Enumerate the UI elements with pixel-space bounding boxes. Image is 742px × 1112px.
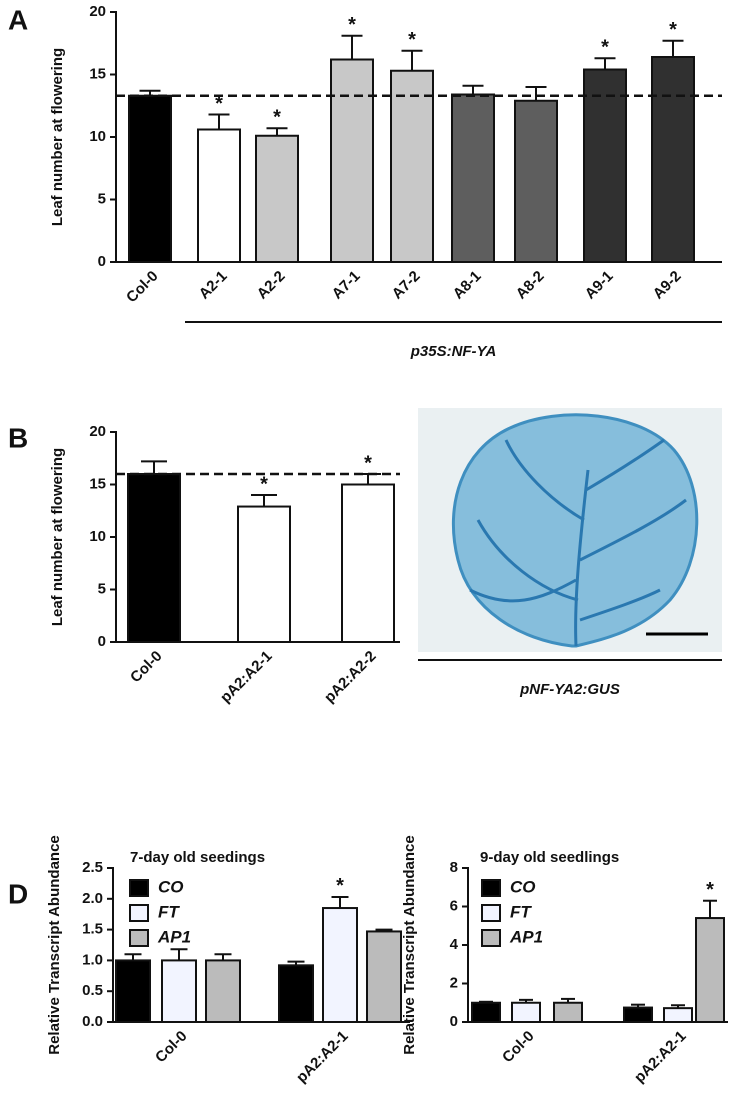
significance-mark: *	[706, 879, 714, 901]
group-label: pNF-YA2:GUS	[519, 681, 620, 698]
legend-label: CO	[158, 877, 184, 896]
x-tick-label: Col-0	[123, 268, 162, 307]
legend-swatch	[481, 904, 501, 922]
legend-label: CO	[510, 877, 536, 896]
x-tick-label: pA2:A2-1	[293, 1028, 352, 1087]
x-tick-label: A8-2	[513, 268, 548, 303]
legend-swatch	[129, 929, 149, 947]
leaf-veins	[469, 438, 687, 647]
y-axis-label: Relative Transcript Abundance	[401, 835, 418, 1055]
group-label: p35S:NF-YA	[410, 343, 497, 360]
y-tick-label: 1.5	[82, 921, 103, 938]
significance-mark: *	[273, 107, 281, 129]
bar	[471, 1001, 501, 1023]
x-tick-label: A9-1	[582, 268, 617, 303]
bar	[695, 917, 725, 1023]
bar	[651, 56, 695, 263]
y-tick-label: 10	[89, 128, 106, 145]
x-tick-label: pA2:A2-2	[321, 648, 380, 707]
legend-label: FT	[158, 902, 180, 921]
bar	[511, 1001, 541, 1023]
legend-swatch	[481, 929, 501, 947]
bar	[197, 128, 241, 263]
leaf	[451, 413, 699, 648]
y-axis-label: Relative Transcript Abundance	[46, 835, 63, 1055]
significance-mark: *	[669, 19, 677, 41]
x-tick-label: A8-1	[450, 268, 485, 303]
x-tick-label: Col-0	[127, 648, 166, 687]
y-tick-label: 0	[450, 1013, 458, 1030]
legend-swatch	[481, 879, 501, 897]
bar	[278, 964, 314, 1024]
x-tick-label: A7-1	[329, 268, 364, 303]
y-tick-label: 1.0	[82, 951, 103, 968]
y-tick-label: 0	[98, 633, 106, 650]
bar	[127, 473, 181, 643]
significance-mark: *	[408, 29, 416, 51]
x-tick-label: A9-2	[650, 268, 685, 303]
y-tick-label: 15	[89, 475, 106, 492]
y-tick-label: 20	[89, 423, 106, 440]
y-tick-label: 2.5	[82, 859, 103, 876]
legend-label: AP1	[157, 927, 191, 946]
x-tick-label: A2-1	[196, 268, 231, 303]
bar	[514, 99, 558, 263]
bar	[115, 959, 151, 1024]
x-tick-label: pA2:A2-1	[631, 1028, 690, 1087]
x-tick-label: Col-0	[152, 1028, 191, 1067]
panel-letter: A	[8, 4, 28, 35]
bar	[237, 505, 291, 643]
y-tick-label: 0.0	[82, 1013, 103, 1030]
y-tick-label: 0.5	[82, 982, 103, 999]
bar	[366, 930, 402, 1023]
significance-mark: *	[601, 37, 609, 59]
bar	[341, 483, 395, 643]
y-tick-label: 20	[89, 3, 106, 20]
y-tick-label: 5	[98, 580, 106, 597]
bar	[330, 58, 374, 263]
bar	[255, 134, 299, 263]
bar	[128, 94, 172, 263]
bar	[663, 1007, 693, 1024]
bar	[390, 69, 434, 263]
legend-swatch	[129, 904, 149, 922]
y-tick-label: 2	[450, 974, 458, 991]
y-axis-label: Leaf number at flowering	[49, 48, 66, 226]
bar	[322, 907, 358, 1023]
y-tick-label: 10	[89, 528, 106, 545]
x-tick-label: A2-2	[254, 268, 289, 303]
x-tick-label: pA2:A2-1	[217, 648, 276, 707]
x-tick-label: A7-2	[389, 268, 424, 303]
y-tick-label: 0	[98, 253, 106, 270]
significance-mark: *	[215, 93, 223, 115]
y-tick-label: 2.0	[82, 890, 103, 907]
legend-swatch	[129, 879, 149, 897]
chart-title: 7-day old seedings	[130, 849, 265, 866]
legend-label: AP1	[509, 927, 543, 946]
bar	[553, 1001, 583, 1023]
bar	[161, 959, 197, 1024]
y-tick-label: 8	[450, 859, 458, 876]
significance-mark: *	[336, 875, 344, 897]
significance-mark: *	[260, 473, 268, 495]
y-tick-label: 15	[89, 65, 106, 82]
y-axis-label: Leaf number at flowering	[49, 448, 66, 626]
y-tick-label: 5	[98, 190, 106, 207]
chart-title: 9-day old seedlings	[480, 849, 619, 866]
bar	[205, 959, 241, 1024]
legend-label: FT	[510, 902, 532, 921]
panel-letter: B	[8, 422, 28, 453]
significance-mark: *	[364, 452, 372, 474]
bar	[623, 1006, 653, 1023]
bar	[451, 93, 495, 263]
x-tick-label: Col-0	[499, 1028, 538, 1067]
bar	[583, 68, 627, 263]
panel-c: C pNF-YA2:GUS	[418, 406, 722, 698]
significance-mark: *	[348, 14, 356, 36]
y-tick-label: 6	[450, 897, 458, 914]
panel-letter: D	[8, 878, 28, 909]
y-tick-label: 4	[450, 936, 459, 953]
